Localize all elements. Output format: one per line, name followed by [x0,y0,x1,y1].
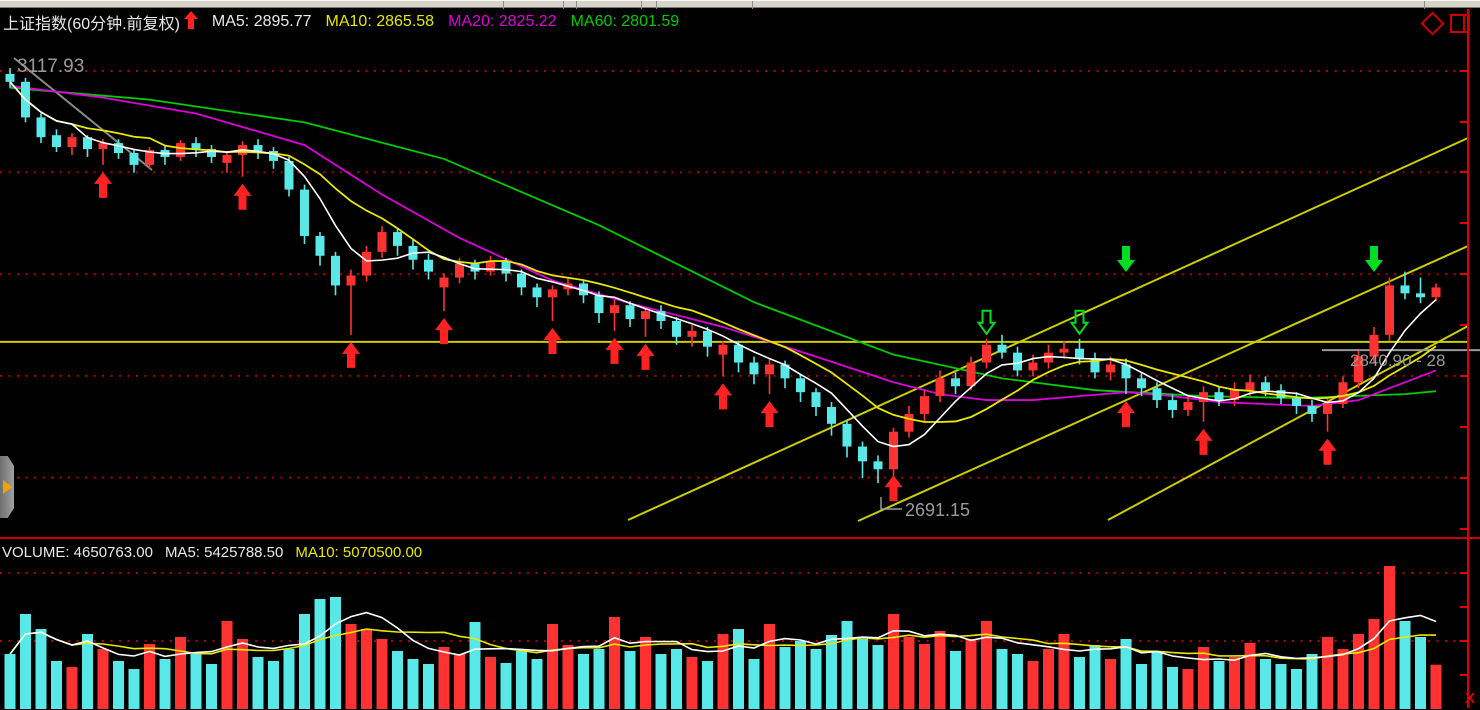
session-high-label: 3117.93 [17,56,85,77]
ma5-legend: MA5: 2895.77 [211,13,312,30]
toolbar-separator [503,1,504,9]
expand-arrow-icon [3,480,12,494]
ma60-legend: MA60: 2801.59 [570,13,680,30]
diamond-icon[interactable] [1420,11,1445,36]
toolbar-separator [656,1,657,9]
header-icons [1420,11,1470,36]
toolbar-separator [563,1,564,9]
ma20-legend: MA20: 2825.22 [448,13,557,30]
session-low-label: 2691.15 [905,500,971,520]
chart-header: 上证指数(60分钟.前复权) MA5: 2895.77 MA10: 2865.5… [3,10,693,34]
toolbar-separator [752,1,753,9]
volume-ma5-legend: MA5: 5425788.50 [164,544,284,561]
panel-expander-tab[interactable] [0,456,14,518]
up-arrow-icon [183,10,198,34]
volume-ma10-legend: MA10: 5070500.00 [295,544,423,561]
toolbar-separator [641,1,642,9]
toolbar-separator [1424,1,1425,9]
close-x-button[interactable]: X [1465,690,1476,707]
volume-legend: VOLUME: 4650763.00 [2,544,153,561]
volume-header: VOLUME: 4650763.00 MA5: 5425788.50 MA10:… [2,544,434,561]
ma10-legend: MA10: 2865.58 [325,13,435,30]
price-range-label: 2840.90 - 28 [1350,351,1446,370]
instrument-title: 上证指数(60分钟.前复权) [3,16,180,33]
window-icon[interactable] [1450,14,1470,33]
toolbar-strip [0,0,1480,9]
toolbar-separator [576,1,577,9]
